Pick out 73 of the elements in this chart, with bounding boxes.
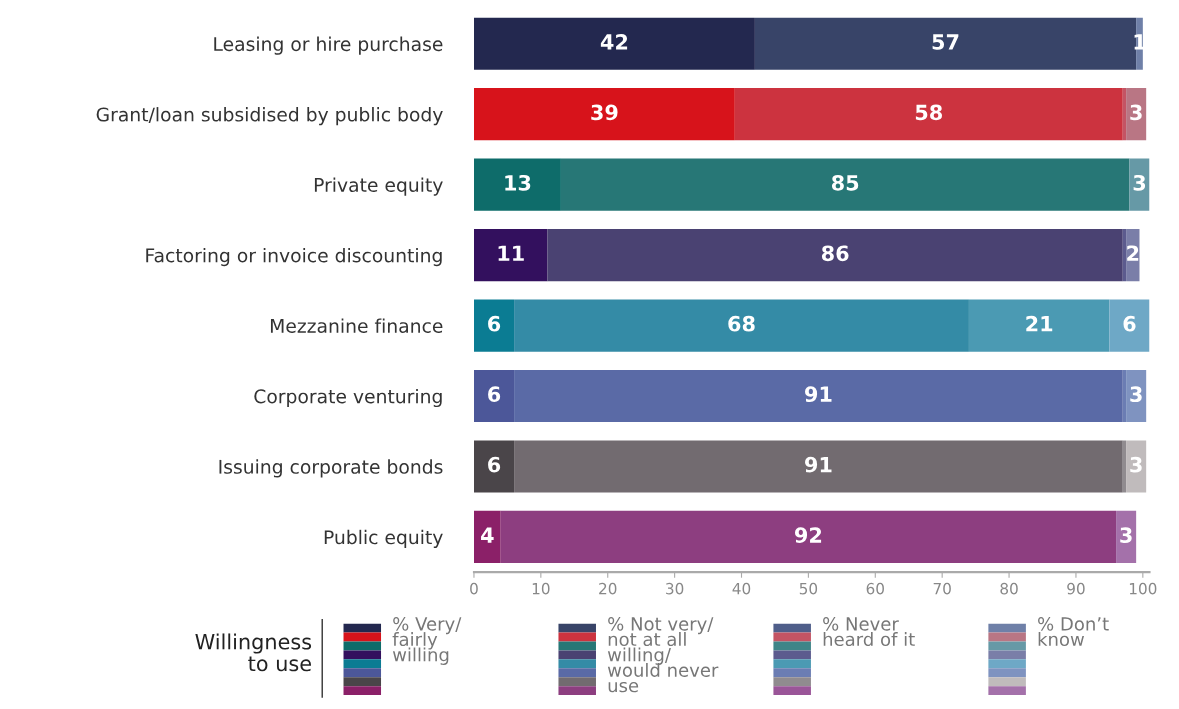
data-label: 6 (488, 456, 501, 473)
y-tick-label: Leasing or hire purchase (214, 36, 443, 55)
data-label: 39 (591, 104, 618, 121)
bar (500, 510, 1117, 563)
bar (968, 299, 1110, 352)
data-label: 85 (831, 174, 859, 191)
y-tick-label: Grant/loan subsidised by public body (96, 107, 443, 126)
data-label: 6 (488, 386, 501, 403)
bar (1126, 369, 1147, 423)
data-label: 13 (505, 174, 531, 191)
bar (473, 229, 548, 282)
x-tick-label: 0 (470, 582, 478, 595)
data-label: 3 (1133, 174, 1146, 191)
bar (514, 369, 1123, 423)
data-label: 3 (1130, 104, 1142, 121)
bar (1122, 229, 1127, 282)
x-tick-label: 10 (532, 582, 550, 595)
x-tick-label: 20 (599, 582, 617, 595)
bar (473, 299, 515, 352)
bar (473, 158, 561, 211)
bar (1116, 510, 1137, 563)
data-label: 91 (805, 386, 832, 403)
x-tick-label: 30 (666, 582, 684, 595)
bar (1126, 440, 1147, 493)
y-tick-label: Public equity (324, 529, 443, 548)
legend-label: % Not very/ not at all willing/ would never use (607, 617, 719, 693)
legend-label: % Very/ fairly willing (392, 617, 462, 665)
data-label: 68 (728, 315, 755, 332)
data-label: 11 (498, 245, 524, 261)
bar (473, 88, 735, 141)
legend-label: % Never heard of it (823, 617, 915, 647)
data-label: 6 (1123, 315, 1136, 332)
bar (1122, 440, 1127, 493)
x-tick-label: 70 (933, 582, 951, 595)
bar (1122, 88, 1127, 141)
x-tick-label: 50 (799, 582, 818, 595)
x-tick-label: 60 (866, 582, 884, 595)
data-label: 91 (805, 456, 832, 473)
bar (473, 510, 501, 563)
data-label: 3 (1130, 386, 1142, 403)
data-label: 21 (1026, 315, 1053, 332)
bar (473, 17, 755, 70)
x-tick-label: 90 (1067, 582, 1085, 595)
bar (1122, 369, 1127, 423)
x-tick-label: 40 (732, 582, 751, 595)
y-tick-label: Private equity (314, 177, 443, 196)
legend-title: Willingness to use (195, 633, 312, 672)
y-tick-label: Factoring or invoice discounting (146, 247, 442, 267)
data-label: 6 (488, 315, 501, 332)
data-label: 3 (1120, 527, 1132, 543)
y-tick-label: Mezzanine finance (270, 318, 443, 333)
bar (1109, 299, 1150, 352)
x-tick-label: 100 (1129, 582, 1157, 595)
data-label: 4 (481, 527, 494, 543)
bar (1126, 88, 1147, 141)
y-tick-label: Issuing corporate bonds (219, 459, 443, 478)
data-label: 86 (821, 245, 849, 262)
data-label: 2 (1127, 245, 1139, 261)
y-tick-label: Corporate venturing (254, 388, 442, 408)
data-label: 92 (794, 527, 822, 543)
bar (547, 229, 1123, 282)
data-label: 42 (600, 34, 628, 50)
x-tick-label: 80 (1000, 582, 1018, 595)
data-label: 3 (1130, 456, 1142, 473)
data-label: 57 (932, 34, 959, 50)
bar (514, 299, 969, 352)
data-label: 58 (915, 104, 942, 121)
bar (560, 158, 1130, 211)
legend-label: % Don’t know (1038, 617, 1109, 647)
bar (734, 88, 1123, 141)
bar (473, 440, 515, 493)
bar (473, 369, 515, 423)
bar (514, 440, 1123, 493)
